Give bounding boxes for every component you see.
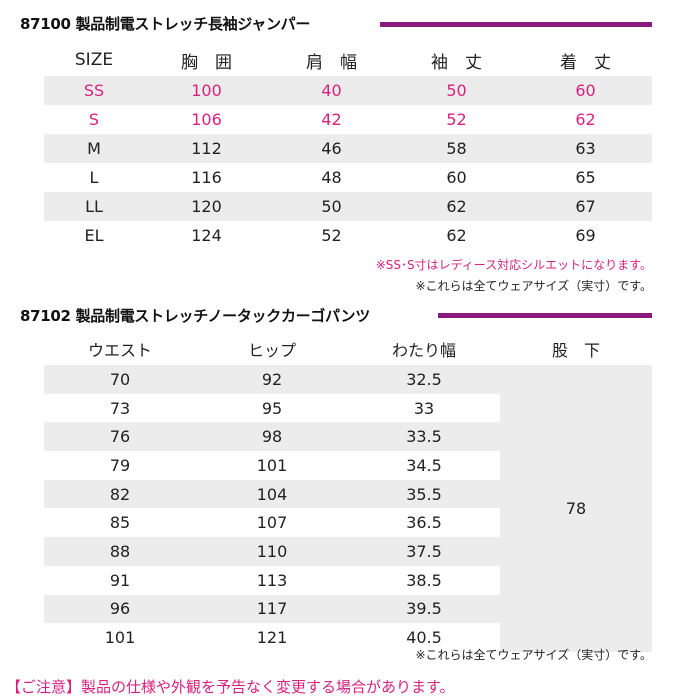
inseam-cell: 78 <box>500 365 652 652</box>
pants-header-row: ウエスト ヒップ わたり幅 股 下 <box>44 333 652 365</box>
table-cell: 63 <box>519 134 652 163</box>
table-cell: 35.5 <box>348 479 500 509</box>
table-cell: 88 <box>44 537 196 566</box>
table-row: SS 100 40 50 60 <box>44 76 652 105</box>
table-cell: 85 <box>109 513 131 533</box>
table-cell: 76 <box>44 422 196 452</box>
table-row: 96 117 39.5 <box>44 594 652 624</box>
table-cell: 117 <box>196 594 348 624</box>
table-cell: S <box>88 110 100 129</box>
table-cell: 60 <box>519 76 652 105</box>
table-cell: 113 <box>256 570 288 590</box>
table-cell: 124 <box>191 226 222 245</box>
table-cell: 100 <box>144 76 269 105</box>
ladies-silhouette-note: ※SS･S寸はレディース対応シルエットになります。 <box>375 258 652 272</box>
jacket-header-cell: 胸 囲 <box>181 52 232 73</box>
jacket-actual-size-note: ※これらは全てウェアサイズ（実寸）です。 <box>415 279 653 293</box>
table-cell: 40.5 <box>406 628 442 648</box>
table-cell: 40 <box>269 76 394 105</box>
table-cell: 73 <box>109 398 131 418</box>
table-cell: 60 <box>446 168 467 187</box>
table-cell: M <box>44 134 144 163</box>
table-cell: 46 <box>269 134 394 163</box>
table-row: 73 95 33 <box>44 394 652 423</box>
table-cell: 95 <box>261 398 283 418</box>
table-cell: EL <box>84 226 104 245</box>
table-row: L 116 48 60 65 <box>44 163 652 192</box>
table-cell: 91 <box>109 570 131 590</box>
table-cell: 58 <box>394 134 519 163</box>
caution-notice: 【ご注意】製品の仕様や外観を予告なく変更する場合があります。 <box>6 678 455 696</box>
table-cell: 62 <box>446 226 467 245</box>
table-row: 70 92 32.5 78 <box>44 365 652 652</box>
table-cell: 37.5 <box>348 537 500 566</box>
table-cell: 52 <box>446 110 467 129</box>
table-cell: 50 <box>269 192 394 221</box>
table-cell: 79 <box>109 455 131 475</box>
jacket-header-cell: 肩 幅 <box>306 52 357 73</box>
table-cell: 110 <box>196 537 348 566</box>
table-cell: L <box>89 168 99 187</box>
table-cell: 62 <box>575 110 596 129</box>
table-cell: 39.5 <box>348 594 500 624</box>
table-row: 91 113 38.5 <box>44 566 652 595</box>
table-cell: 42 <box>321 110 342 129</box>
table-row: 82 104 35.5 <box>44 479 652 509</box>
table-row: EL 124 52 62 69 <box>44 221 652 250</box>
table-cell: 69 <box>575 226 596 245</box>
table-cell: 104 <box>196 479 348 509</box>
table-row: 76 98 33.5 <box>44 422 652 452</box>
table-cell: 52 <box>321 226 342 245</box>
table-cell: 92 <box>196 365 348 394</box>
jacket-size-table: SIZE 胸 囲 肩 幅 袖 丈 着 丈 SS 100 40 50 60 S 106 42 5… <box>44 44 652 250</box>
table-cell: 50 <box>394 76 519 105</box>
table-cell: 38.5 <box>406 570 442 590</box>
table-cell: SS <box>44 76 144 105</box>
table-row: 101 121 40.5 <box>44 623 652 652</box>
table-row: 88 110 37.5 <box>44 537 652 566</box>
table-cell: 101 <box>256 455 288 475</box>
table-cell: 32.5 <box>348 365 500 394</box>
table-cell: 67 <box>519 192 652 221</box>
jacket-header-cell: SIZE <box>74 50 114 70</box>
table-cell: 33 <box>413 398 435 418</box>
table-row: LL 120 50 62 67 <box>44 192 652 221</box>
pants-header-cell: わたり幅 <box>391 341 456 360</box>
table-cell: 33.5 <box>348 422 500 452</box>
table-cell: 36.5 <box>406 513 442 533</box>
table-row: 79 101 34.5 <box>44 451 652 480</box>
jacket-header-cell: 着 丈 <box>560 52 611 73</box>
table-row: 85 107 36.5 <box>44 508 652 537</box>
pants-header-cell: 股 下 <box>551 341 600 360</box>
pants-actual-size-note: ※これらは全てウェアサイズ（実寸）です。 <box>415 648 653 662</box>
jacket-title: 87100 製品制電ストレッチ長袖ジャンパー <box>20 15 311 33</box>
table-cell: 62 <box>394 192 519 221</box>
table-cell: 106 <box>191 110 222 129</box>
table-cell: 96 <box>44 594 196 624</box>
pants-header-cell: ウエスト <box>87 341 152 360</box>
table-row: M 112 46 58 63 <box>44 134 652 163</box>
table-cell: 34.5 <box>406 455 442 475</box>
table-row: S 106 42 52 62 <box>44 105 652 134</box>
table-cell: 82 <box>44 479 196 509</box>
jacket-header-cell: 袖 丈 <box>431 52 482 73</box>
table-cell: 101 <box>104 628 136 648</box>
table-cell: 107 <box>256 513 288 533</box>
table-cell: LL <box>44 192 144 221</box>
table-cell: 120 <box>144 192 269 221</box>
table-cell: 112 <box>144 134 269 163</box>
jacket-title-bar <box>380 22 652 27</box>
pants-title: 87102 製品制電ストレッチノータックカーゴパンツ <box>20 307 370 325</box>
table-cell: 48 <box>321 168 342 187</box>
table-cell: 65 <box>575 168 596 187</box>
pants-header-cell: ヒップ <box>247 341 296 360</box>
table-cell: 116 <box>191 168 222 187</box>
pants-size-table: ウエスト ヒップ わたり幅 股 下 70 92 32.5 78 73 95 33 76 9… <box>44 333 652 652</box>
table-cell: 121 <box>256 628 288 648</box>
table-cell: 98 <box>196 422 348 452</box>
pants-title-bar <box>438 313 652 318</box>
jacket-header-row: SIZE 胸 囲 肩 幅 袖 丈 着 丈 <box>44 44 652 76</box>
table-cell: 70 <box>44 365 196 394</box>
